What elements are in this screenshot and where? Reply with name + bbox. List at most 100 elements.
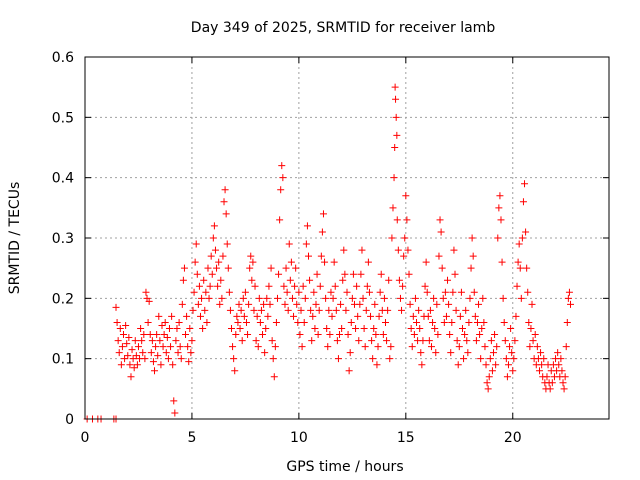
y-tick-label: 0.4 — [52, 171, 74, 187]
data-point — [426, 306, 434, 314]
data-point — [307, 306, 315, 314]
data-point — [301, 294, 309, 302]
data-point — [161, 318, 169, 326]
data-point — [379, 331, 387, 339]
data-point — [387, 343, 395, 351]
data-point — [201, 306, 209, 314]
data-point — [502, 355, 510, 363]
data-point — [349, 270, 357, 278]
data-point — [145, 297, 153, 305]
data-point — [162, 349, 170, 357]
data-point — [303, 222, 311, 230]
data-point — [154, 352, 162, 360]
data-point — [195, 282, 203, 290]
data-point — [148, 337, 156, 345]
data-point — [213, 264, 221, 272]
data-point — [155, 312, 163, 320]
data-point — [132, 352, 140, 360]
data-point — [211, 246, 219, 254]
data-point — [499, 294, 507, 302]
x-tick-label: 20 — [504, 430, 522, 446]
y-tick-label: 0.5 — [52, 110, 74, 126]
data-point — [272, 318, 280, 326]
data-point — [533, 343, 541, 351]
data-point — [555, 361, 563, 369]
data-point — [483, 379, 491, 387]
data-point — [355, 337, 363, 345]
data-point — [164, 355, 172, 363]
data-point — [314, 331, 322, 339]
data-point — [390, 174, 398, 182]
data-point — [452, 306, 460, 314]
data-point — [403, 216, 411, 224]
data-point — [123, 340, 131, 348]
data-point — [137, 325, 145, 332]
data-point — [324, 343, 332, 351]
data-point — [537, 349, 545, 357]
data-point — [244, 331, 252, 339]
data-point — [127, 373, 135, 381]
data-point — [392, 113, 400, 121]
data-point — [133, 361, 141, 369]
data-point — [208, 270, 216, 278]
data-point — [458, 325, 466, 332]
data-point — [273, 294, 281, 302]
data-point — [344, 331, 352, 339]
data-point — [466, 294, 474, 302]
data-point — [391, 144, 399, 151]
data-point — [521, 180, 529, 188]
data-point — [348, 294, 356, 302]
data-point — [405, 270, 413, 278]
data-point — [317, 252, 325, 260]
data-point — [431, 325, 439, 332]
data-point — [464, 349, 472, 357]
data-point — [488, 367, 496, 375]
data-point — [331, 282, 339, 290]
data-point — [368, 337, 376, 345]
data-point — [475, 300, 483, 308]
data-point — [240, 312, 248, 320]
data-point — [367, 312, 375, 320]
data-point — [509, 367, 517, 375]
data-point — [141, 355, 149, 363]
data-point — [165, 325, 173, 332]
data-point — [140, 331, 148, 339]
data-point — [388, 234, 396, 242]
data-point — [493, 343, 501, 351]
data-point — [410, 331, 418, 339]
data-point — [336, 331, 344, 339]
data-point — [342, 306, 350, 314]
data-point — [447, 349, 455, 357]
data-point — [468, 234, 476, 242]
data-point — [357, 270, 365, 278]
data-point — [138, 337, 146, 345]
data-point — [404, 246, 412, 254]
data-point — [526, 343, 534, 351]
data-point — [457, 288, 465, 296]
data-point — [190, 288, 198, 296]
data-point — [122, 321, 130, 329]
data-point — [394, 246, 402, 254]
data-point — [149, 358, 157, 366]
data-point — [228, 325, 236, 332]
data-point — [425, 337, 433, 345]
data-point — [142, 288, 150, 296]
x-tick-label: 5 — [187, 430, 196, 446]
data-point — [395, 276, 403, 284]
data-point — [446, 331, 454, 339]
data-point — [531, 331, 539, 339]
data-point — [461, 331, 469, 339]
data-point — [119, 331, 127, 339]
data-point — [264, 312, 272, 320]
y-tick-label: 0 — [65, 412, 74, 428]
data-point — [223, 240, 231, 248]
data-point — [455, 343, 463, 351]
data-point — [439, 294, 447, 302]
data-point — [528, 300, 536, 308]
data-point — [398, 306, 406, 314]
data-point — [271, 343, 279, 351]
data-point — [210, 222, 218, 230]
data-point — [265, 282, 273, 290]
data-point — [330, 258, 338, 266]
